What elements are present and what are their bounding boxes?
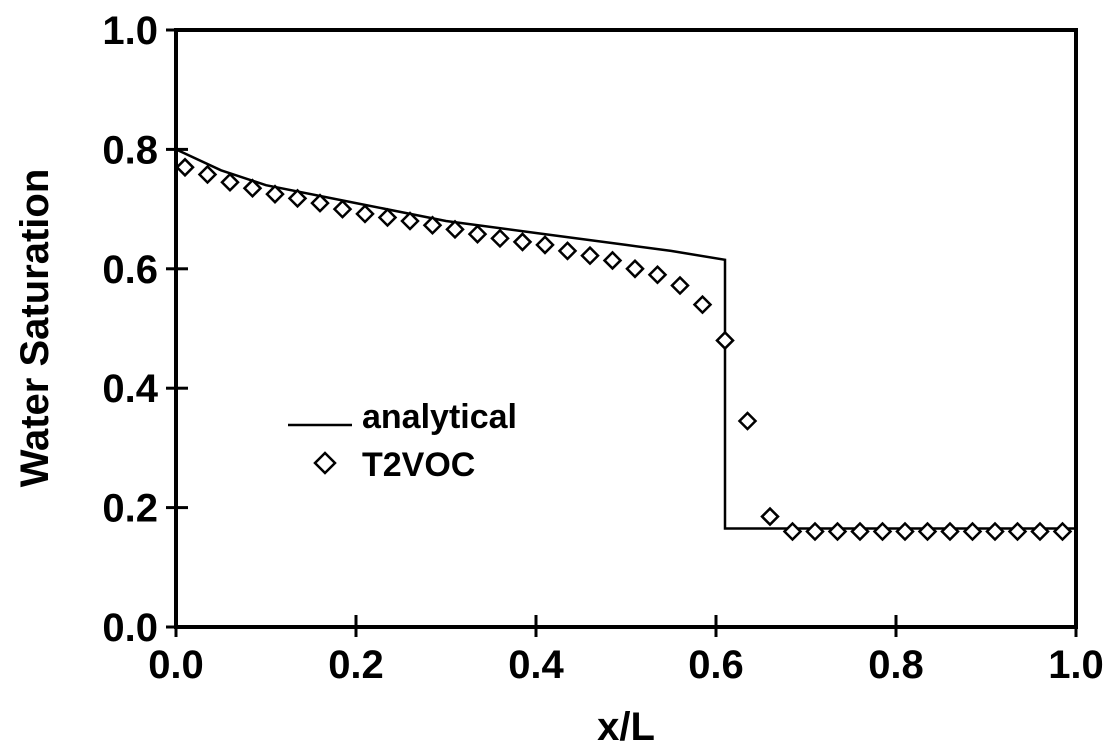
- data-point-t2voc: [422, 215, 443, 235]
- data-point-t2voc: [782, 521, 803, 542]
- data-point-t2voc: [895, 521, 915, 542]
- series-layer: [175, 148, 1076, 542]
- data-point-t2voc: [490, 228, 510, 249]
- data-point-t2voc: [557, 241, 578, 261]
- data-point-t2voc: [332, 199, 353, 219]
- data-point-t2voc: [175, 157, 195, 178]
- data-point-t2voc: [535, 235, 555, 255]
- data-point-t2voc: [265, 184, 285, 204]
- data-point-t2voc: [715, 330, 735, 351]
- data-point-t2voc: [940, 521, 960, 542]
- data-point-t2voc: [692, 294, 713, 315]
- data-point-t2voc: [827, 521, 848, 542]
- x-tick-label: 0.6: [688, 643, 744, 687]
- data-point-t2voc: [400, 211, 420, 231]
- y-tick-label: 0.8: [102, 128, 158, 172]
- x-axis-ticks: 0.0 0.2 0.4 0.6 0.8 1.0: [148, 615, 1104, 687]
- data-point-t2voc: [377, 207, 398, 228]
- data-point-t2voc: [220, 172, 240, 193]
- data-point-t2voc: [985, 521, 1005, 542]
- data-point-t2voc: [850, 521, 870, 542]
- data-point-t2voc: [580, 245, 600, 266]
- x-tick-label: 0.4: [508, 643, 564, 687]
- legend: analytical T2VOC: [288, 398, 517, 484]
- data-point-t2voc: [287, 188, 308, 209]
- legend-label-analytical: analytical: [362, 398, 517, 436]
- data-point-t2voc: [1052, 521, 1073, 542]
- data-point-t2voc: [760, 506, 780, 527]
- y-tick-label: 0.2: [102, 487, 158, 531]
- legend-label-t2voc: T2VOC: [362, 446, 475, 484]
- series-line-analytical: [175, 148, 1076, 530]
- plot-frame: [174, 28, 1078, 629]
- y-tick-label: 0.0: [102, 606, 158, 650]
- y-tick-label: 1.0: [102, 9, 158, 53]
- data-point-t2voc: [310, 193, 330, 213]
- data-point-t2voc: [872, 521, 893, 542]
- y-tick-label: 0.4: [102, 367, 158, 411]
- x-tick-label: 0.0: [148, 643, 204, 687]
- legend-diamond-swatch: [313, 451, 337, 475]
- data-point-t2voc: [1007, 521, 1028, 542]
- data-point-t2voc: [805, 521, 825, 542]
- data-point-t2voc: [602, 250, 623, 271]
- data-point-t2voc: [625, 259, 645, 279]
- data-point-t2voc: [647, 265, 668, 285]
- data-point-t2voc: [197, 164, 218, 185]
- data-point-t2voc: [445, 219, 465, 240]
- data-point-t2voc: [355, 204, 375, 224]
- y-axis-ticks: 0.0 0.2 0.4 0.6 0.8 1.0: [102, 9, 188, 650]
- data-point-t2voc: [917, 521, 938, 542]
- x-tick-label: 0.2: [328, 643, 384, 687]
- data-point-t2voc: [962, 521, 983, 542]
- y-tick-label: 0.6: [102, 248, 158, 292]
- data-point-t2voc: [670, 275, 690, 296]
- x-tick-label: 0.8: [868, 643, 924, 687]
- x-tick-label: 1.0: [1048, 643, 1104, 687]
- data-point-t2voc: [512, 232, 533, 252]
- data-point-t2voc: [1030, 521, 1050, 542]
- data-point-t2voc: [737, 411, 758, 431]
- data-point-t2voc: [242, 178, 263, 198]
- y-axis-title: Water Saturation: [13, 169, 57, 488]
- x-axis-title: x/L: [597, 705, 655, 749]
- data-point-t2voc: [467, 224, 488, 244]
